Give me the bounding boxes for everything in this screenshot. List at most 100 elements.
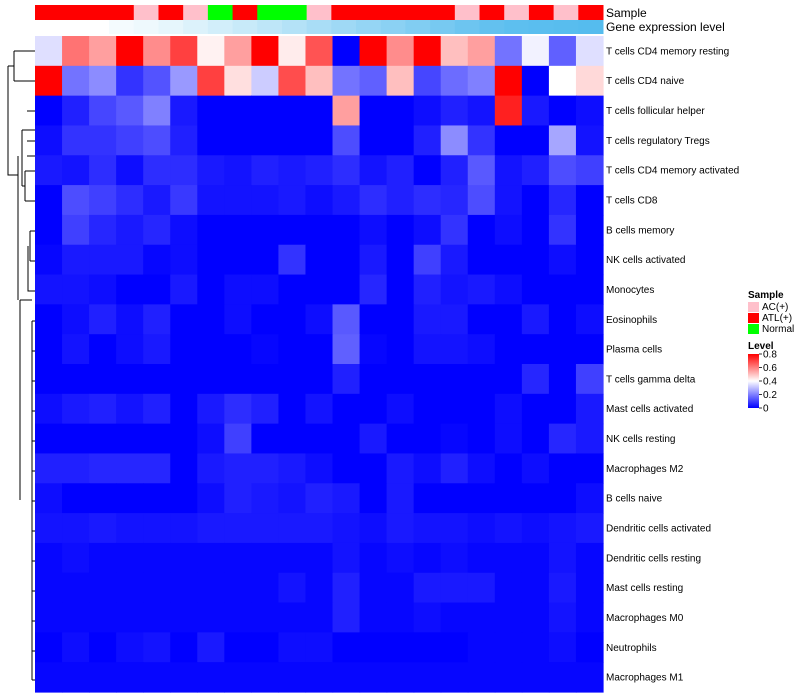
heatmap-cell <box>413 214 442 246</box>
heatmap-cell <box>575 95 604 127</box>
heatmap-cell <box>413 542 442 574</box>
heatmap-cell <box>224 602 252 633</box>
heatmap-cell <box>332 274 361 305</box>
heatmap-cell <box>197 334 225 365</box>
heatmap-cell <box>332 185 361 216</box>
heatmap-cell <box>413 95 442 127</box>
heatmap-cell <box>251 125 280 156</box>
heatmap-cell <box>386 304 415 335</box>
heatmap-cell <box>116 65 144 97</box>
heatmap-cell <box>332 214 361 246</box>
heatmap-cell <box>89 304 117 335</box>
heatmap-cell <box>467 65 496 97</box>
row-label: T cells gamma delta <box>606 374 696 385</box>
heatmap-cell <box>467 483 496 514</box>
heatmap-cell <box>305 393 334 425</box>
heatmap-cell <box>224 304 252 335</box>
sample-annotation-cell <box>207 5 234 20</box>
heatmap-cell <box>251 36 280 67</box>
heatmap-cell <box>467 185 496 216</box>
heatmap-cell <box>386 483 415 514</box>
heatmap-cell <box>413 572 442 604</box>
heatmap-cell <box>494 65 523 97</box>
heatmap-cell <box>386 274 415 305</box>
heatmap-cell <box>116 572 144 604</box>
heatmap-cell <box>170 274 198 305</box>
heatmap-cell <box>143 304 171 335</box>
row-label: Macrophages M2 <box>606 464 684 475</box>
heatmap-cell <box>440 95 469 127</box>
heatmap-cell <box>494 453 523 484</box>
heatmap-cell <box>548 483 577 514</box>
heatmap-cell <box>62 334 90 365</box>
heatmap-cell <box>197 65 225 97</box>
heatmap-cell <box>440 542 469 574</box>
heatmap-cell <box>89 602 117 633</box>
sample-annotation-cell <box>183 5 209 20</box>
heatmap-cell <box>494 125 523 156</box>
heatmap-cell <box>62 632 90 663</box>
heatmap-cell <box>440 125 469 156</box>
heatmap-cell <box>575 483 604 514</box>
heatmap-cell <box>575 214 604 246</box>
heatmap-cell <box>548 453 577 484</box>
heatmap-cell <box>440 453 469 484</box>
heatmap-cell <box>251 632 280 663</box>
heatmap-cell <box>251 453 280 484</box>
heatmap-cell <box>575 334 604 365</box>
legend-swatch <box>748 324 759 334</box>
legend-level-title: Level <box>748 341 774 352</box>
heatmap-cell <box>35 244 63 276</box>
heatmap-cell <box>521 125 550 156</box>
heatmap-cell <box>332 483 361 514</box>
heatmap-cell <box>494 662 523 693</box>
heatmap-cell <box>305 572 334 604</box>
heatmap-cell <box>35 542 63 574</box>
heatmap-cell <box>278 662 307 693</box>
heatmap-cell <box>521 95 550 127</box>
sample-annotation-cell <box>158 5 184 20</box>
heatmap-cell <box>224 185 252 216</box>
heatmap-cell <box>35 65 63 97</box>
sample-annotation-cell <box>133 5 159 20</box>
heatmap-cell <box>548 602 577 633</box>
heatmap-cell <box>359 453 388 484</box>
heatmap-cell <box>197 304 225 335</box>
heatmap-cell <box>116 95 144 127</box>
sample-annotation-cell <box>306 5 332 20</box>
heatmap-cell <box>548 155 577 186</box>
heatmap-cell <box>143 453 171 484</box>
gene-expression-annotation-label: Gene expression level <box>606 20 725 34</box>
gene-expression-annotation-cell <box>109 20 135 34</box>
level-colorbar <box>748 354 759 408</box>
heatmap-cell <box>89 393 117 425</box>
heatmap-cell <box>197 632 225 663</box>
gene-expression-annotation-cell <box>306 20 332 34</box>
heatmap-cell <box>386 95 415 127</box>
heatmap-cell <box>89 483 117 514</box>
heatmap-cell <box>116 393 144 425</box>
heatmap-cell <box>305 185 334 216</box>
heatmap-cell <box>224 274 252 305</box>
gene-expression-annotation-cell <box>35 20 61 34</box>
heatmap-cell <box>467 244 496 276</box>
heatmap-cell <box>359 364 388 395</box>
heatmap-cell <box>413 423 442 455</box>
heatmap-cell <box>467 542 496 574</box>
heatmap-cell <box>575 125 604 156</box>
heatmap-cell <box>143 513 171 544</box>
heatmap-cell <box>386 572 415 604</box>
heatmap-cell <box>467 274 496 305</box>
sample-annotation-cell <box>109 5 135 20</box>
heatmap-cell <box>89 453 117 484</box>
heatmap-cell <box>197 542 225 574</box>
heatmap-cell <box>89 125 117 156</box>
heatmap-cell <box>35 36 63 67</box>
heatmap-cell <box>143 423 171 455</box>
heatmap-cell <box>278 483 307 514</box>
heatmap-cell <box>251 542 280 574</box>
heatmap-cell <box>548 214 577 246</box>
sample-annotation-cell <box>35 5 61 20</box>
heatmap-cell <box>413 274 442 305</box>
